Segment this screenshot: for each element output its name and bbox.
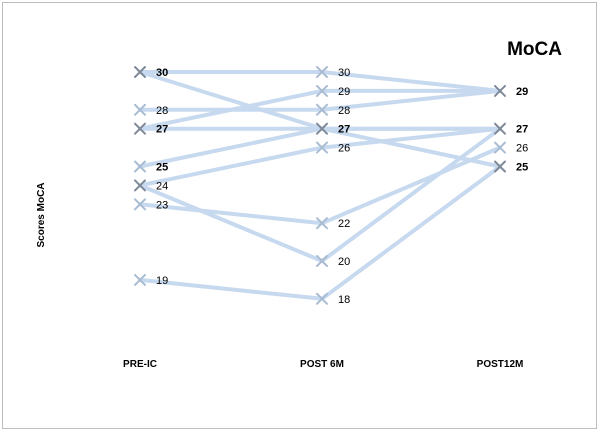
- data-point-marker: [316, 84, 328, 97]
- data-labels: 30 28 27 25 24 23 19 30 29 28 27 26 22 20 18 29 27 26 25: [156, 67, 528, 306]
- data-point-marker: [134, 103, 146, 116]
- data-point-marker: [316, 255, 328, 267]
- data-label: 25: [156, 162, 168, 174]
- data-point-marker: [494, 122, 506, 135]
- series-lines: [138, 70, 502, 301]
- data-label: 27: [338, 124, 350, 136]
- series-line-9: [138, 145, 502, 226]
- data-label: 26: [516, 143, 528, 155]
- data-point-marker: [316, 217, 328, 230]
- data-point-marker: [494, 160, 506, 173]
- data-label: 28: [156, 105, 168, 117]
- data-point-marker: [494, 84, 506, 97]
- data-label: 29: [338, 86, 350, 98]
- data-point-marker: [316, 103, 328, 116]
- data-point-marker: [494, 141, 506, 154]
- data-point-marker: [316, 122, 328, 135]
- data-label: 28: [338, 105, 350, 117]
- data-label: 18: [338, 294, 350, 306]
- data-label: 30: [338, 67, 350, 79]
- data-point-marker: [316, 141, 328, 154]
- data-label: 26: [338, 143, 350, 155]
- data-markers: [134, 66, 506, 305]
- data-point-marker: [134, 179, 146, 192]
- data-point-marker: [134, 66, 146, 78]
- data-label: 20: [338, 256, 350, 268]
- data-point-marker: [316, 292, 328, 305]
- x-tick-label: PRE-IC: [123, 359, 157, 370]
- x-tick-label: POST12M: [477, 359, 524, 370]
- data-label: 22: [338, 218, 350, 230]
- data-label: 27: [516, 124, 528, 136]
- x-axis-ticks: PRE-IC POST 6M POST12M: [123, 359, 523, 370]
- data-point-marker: [134, 273, 146, 286]
- data-label: 30: [156, 67, 168, 79]
- data-point-marker: [316, 66, 328, 78]
- x-tick-label: POST 6M: [300, 359, 344, 370]
- data-point-marker: [134, 160, 146, 173]
- chart-title: MoCA: [507, 39, 562, 60]
- data-label: 23: [156, 199, 168, 211]
- y-axis-label: Scores MoCA: [36, 182, 47, 247]
- data-label: 27: [156, 124, 168, 136]
- data-label: 29: [516, 86, 528, 98]
- data-label: 25: [516, 162, 528, 174]
- series-line-10: [138, 164, 502, 301]
- data-label: 24: [156, 180, 168, 192]
- data-point-marker: [134, 198, 146, 211]
- data-point-marker: [134, 122, 146, 135]
- data-label: 19: [156, 275, 168, 287]
